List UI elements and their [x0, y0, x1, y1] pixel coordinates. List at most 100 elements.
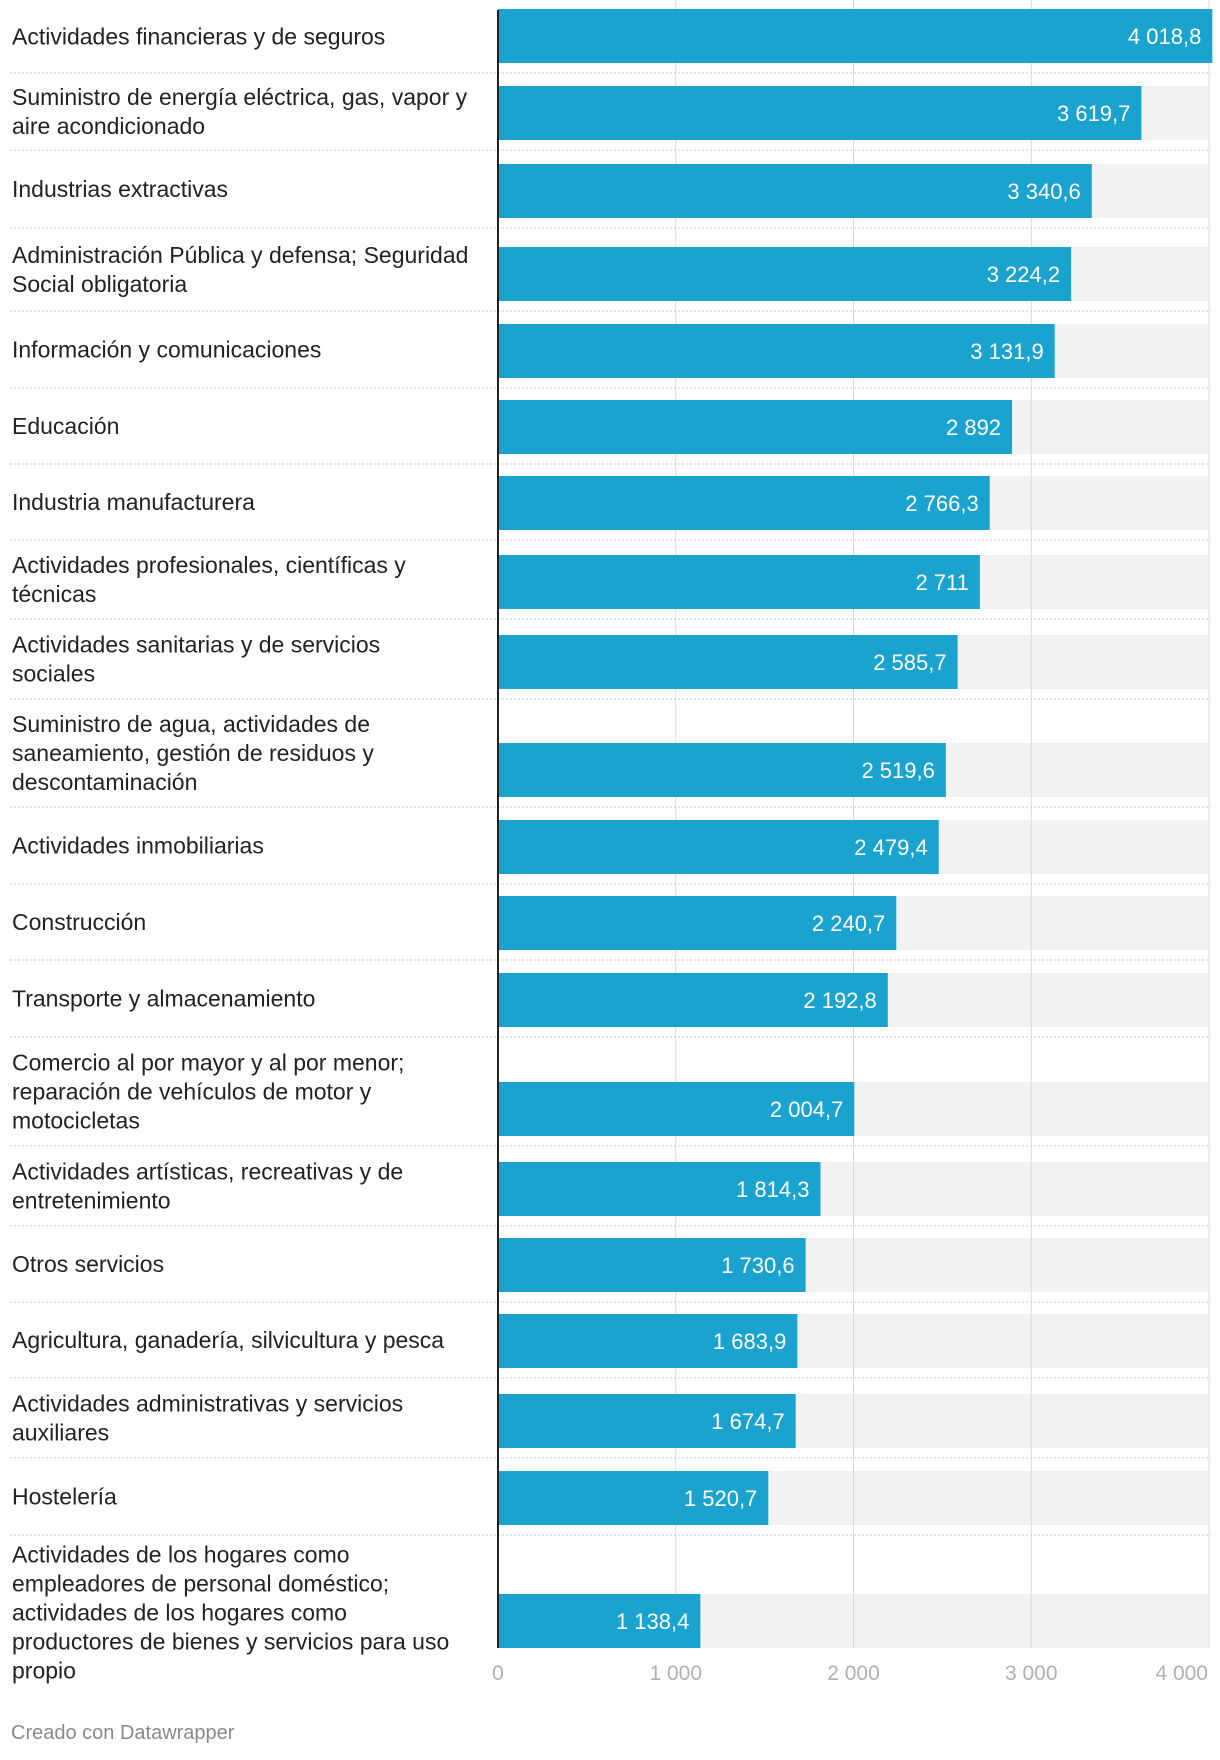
category-label-line: propio	[12, 1658, 76, 1684]
x-tick-label: 3 000	[1005, 1662, 1058, 1685]
category-label-line: reparación de vehículos de motor y	[12, 1079, 372, 1105]
value-label-12: 2 240,7	[812, 911, 885, 936]
category-label-line: auxiliares	[12, 1420, 109, 1446]
value-label-16: 1 730,6	[721, 1253, 794, 1278]
category-label-15: Actividades artísticas, recreativas y de…	[12, 1159, 403, 1214]
category-label-line: Actividades profesionales, científicas y	[12, 552, 406, 578]
category-label-line: motocicletas	[12, 1108, 140, 1134]
category-label-2: Suministro de energía eléctrica, gas, va…	[12, 84, 468, 139]
category-label-6: Educación	[12, 413, 119, 439]
value-label-15: 1 814,3	[736, 1177, 809, 1202]
category-label-4: Administración Pública y defensa; Seguri…	[12, 242, 468, 297]
bar-6	[498, 400, 1013, 454]
value-label-4: 3 224,2	[987, 262, 1060, 287]
category-label-5: Información y comunicaciones	[12, 337, 321, 363]
bars	[498, 9, 1213, 1648]
category-label-16: Otros servicios	[12, 1251, 164, 1277]
category-label-line: actividades de los hogares como	[12, 1600, 347, 1626]
category-label-13: Transporte y almacenamiento	[12, 986, 315, 1012]
bar-19	[498, 1471, 769, 1525]
category-label-line: sociales	[12, 661, 95, 687]
category-label-line: Construcción	[12, 909, 146, 935]
category-label-line: aire acondicionado	[12, 113, 205, 139]
category-label-line: Administración Pública y defensa; Seguri…	[12, 242, 468, 268]
value-label-5: 3 131,9	[970, 339, 1043, 364]
category-label-line: Educación	[12, 413, 119, 439]
category-label-8: Actividades profesionales, científicas y…	[12, 552, 406, 607]
category-label-20: Actividades de los hogares como empleador…	[12, 1542, 449, 1684]
bar-11	[498, 820, 939, 874]
category-label-line: Comercio al por mayor y al por menor;	[12, 1050, 404, 1076]
bar-8	[498, 555, 980, 609]
value-label-9: 2 585,7	[873, 650, 946, 675]
category-label-line: Suministro de agua, actividades de	[12, 711, 370, 737]
category-label-line: Actividades artísticas, recreativas y de	[12, 1159, 403, 1185]
bar-20	[498, 1594, 701, 1648]
category-label-9: Actividades sanitarias y de servicios soc…	[12, 632, 380, 687]
category-label-12: Construcción	[12, 909, 146, 935]
bar-15	[498, 1162, 821, 1216]
bar-16	[498, 1238, 806, 1292]
category-label-line: Hostelería	[12, 1484, 117, 1510]
category-label-line: descontaminación	[12, 769, 197, 795]
category-label-line: técnicas	[12, 581, 96, 607]
value-label-11: 2 479,4	[854, 835, 927, 860]
category-label-3: Industrias extractivas	[12, 176, 228, 202]
bar-2	[498, 86, 1142, 140]
x-tick-label: 1 000	[649, 1662, 702, 1685]
category-label-line: saneamiento, gestión de residuos y	[12, 740, 374, 766]
value-label-2: 3 619,7	[1057, 101, 1130, 126]
value-label-13: 2 192,8	[803, 988, 876, 1013]
category-label-line: entretenimiento	[12, 1188, 171, 1214]
value-label-10: 2 519,6	[861, 758, 934, 783]
category-label-line: Actividades sanitarias y de servicios	[12, 632, 380, 658]
category-label-7: Industria manufacturera	[12, 489, 255, 515]
category-label-line: Industria manufacturera	[12, 489, 255, 515]
category-label-19: Hostelería	[12, 1484, 117, 1510]
category-label-line: Actividades inmobiliarias	[12, 833, 264, 859]
value-label-18: 1 674,7	[711, 1409, 784, 1434]
footer-credit: Creado con Datawrapper	[11, 1722, 235, 1744]
category-label-line: empleadores de personal doméstico;	[12, 1571, 389, 1597]
value-label-3: 3 340,6	[1007, 179, 1080, 204]
category-label-1: Actividades financieras y de seguros	[12, 24, 385, 50]
category-label-line: Industrias extractivas	[12, 176, 228, 202]
value-label-1: 4 018,8	[1128, 24, 1201, 49]
value-labels: 4 018,8 3 619,7 3 340,6 3 224,2 3 131,9 2 892…	[616, 24, 1201, 1634]
bar-14	[498, 1082, 855, 1136]
row-separators	[10, 72, 1211, 1536]
x-tick-label: 2 000	[827, 1662, 880, 1685]
bar-1	[498, 9, 1213, 63]
x-axis-ticks: 0 1 000 2 000 3 000 4 000	[492, 1662, 1208, 1685]
x-tick-label: 0	[492, 1662, 504, 1685]
category-label-line: Social obligatoria	[12, 271, 187, 297]
value-label-20: 1 138,4	[616, 1609, 689, 1634]
category-label-line: Actividades administrativas y servicios	[12, 1391, 403, 1417]
category-label-line: Información y comunicaciones	[12, 337, 321, 363]
category-label-line: productores de bienes y servicios para u…	[12, 1629, 449, 1655]
bar-5	[498, 324, 1055, 378]
bar-9	[498, 635, 958, 689]
category-label-line: Otros servicios	[12, 1251, 164, 1277]
bar-7	[498, 476, 990, 530]
value-label-19: 1 520,7	[684, 1486, 757, 1511]
value-label-6: 2 892	[946, 415, 1001, 440]
bar-18	[498, 1394, 796, 1448]
category-labels: Actividades financieras y de seguros Sumi…	[12, 24, 468, 1684]
category-label-line: Agricultura, ganadería, silvicultura y p…	[12, 1327, 444, 1353]
value-label-7: 2 766,3	[905, 491, 978, 516]
bar-10	[498, 743, 946, 797]
category-label-17: Agricultura, ganadería, silvicultura y p…	[12, 1327, 444, 1353]
value-label-8: 2 711	[915, 570, 968, 595]
value-label-14: 2 004,7	[770, 1097, 843, 1122]
category-label-10: Suministro de agua, actividades de saneam…	[12, 711, 374, 795]
bar-3	[498, 164, 1092, 218]
category-label-line: Actividades financieras y de seguros	[12, 24, 385, 50]
bar-17	[498, 1314, 798, 1368]
bar-4	[498, 247, 1072, 301]
category-label-14: Comercio al por mayor y al por menor; rep…	[12, 1050, 404, 1134]
category-label-line: Suministro de energía eléctrica, gas, va…	[12, 84, 468, 110]
bar-12	[498, 896, 897, 950]
category-label-11: Actividades inmobiliarias	[12, 833, 264, 859]
